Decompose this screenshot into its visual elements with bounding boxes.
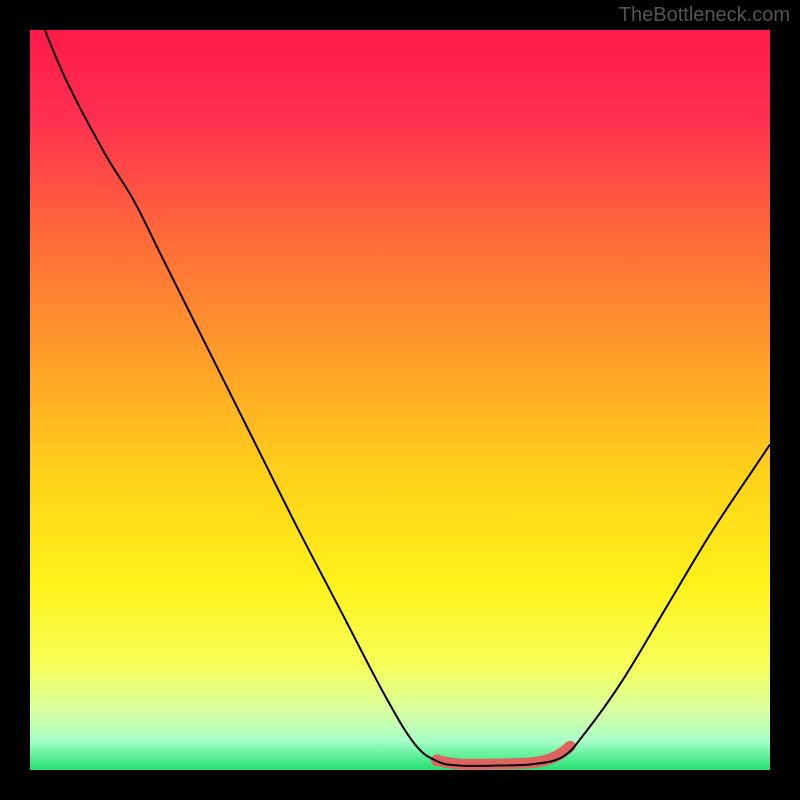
chart-container — [30, 30, 770, 770]
watermark-text: TheBottleneck.com — [619, 4, 790, 27]
bottleneck-curve-chart — [30, 30, 770, 770]
chart-background — [30, 30, 770, 770]
